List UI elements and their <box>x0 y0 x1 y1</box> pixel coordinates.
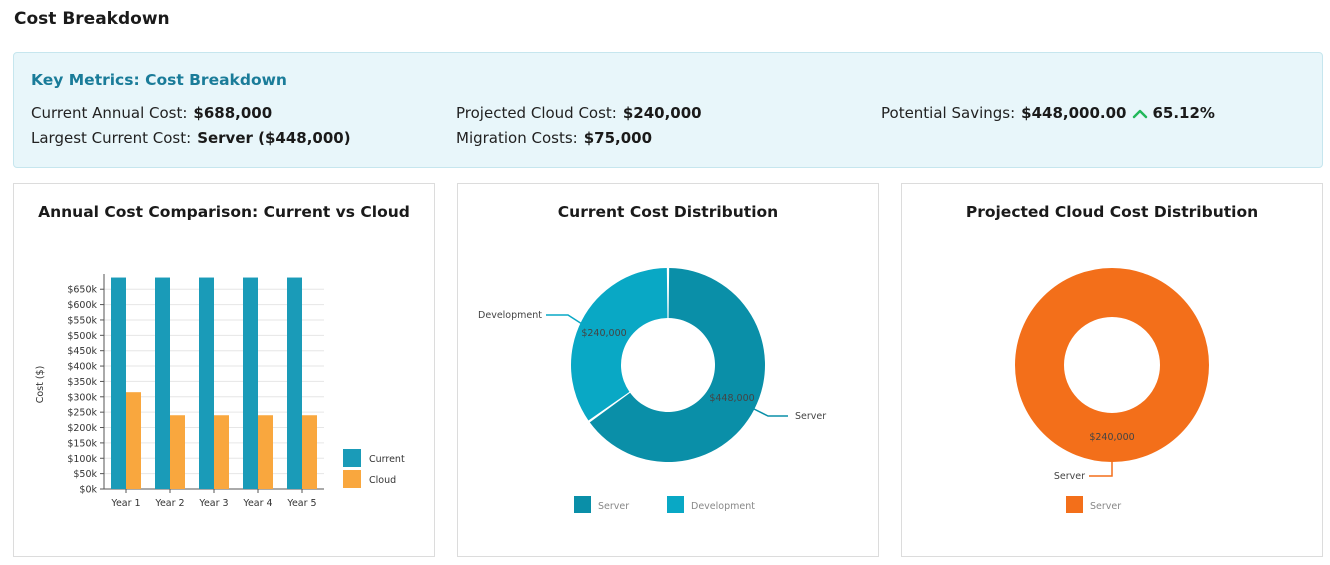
bar-cloud <box>170 415 185 489</box>
legend-swatch-cloud <box>343 470 361 488</box>
chart-title: Annual Cost Comparison: Current vs Cloud <box>38 203 410 221</box>
slice-value-label: $240,000 <box>1089 432 1134 443</box>
metric-label: Current Annual Cost: <box>31 104 188 122</box>
legend-label-server: Server <box>1090 501 1121 512</box>
page-title: Cost Breakdown <box>14 9 170 29</box>
legend-swatch-server <box>574 496 591 513</box>
x-tick-label: Year 3 <box>198 498 228 509</box>
y-tick-label: $400k <box>67 362 97 373</box>
bar-current <box>199 277 214 489</box>
projected-cloud-cost-card: Projected Cloud Cost Distribution $240,0… <box>901 183 1323 557</box>
legend-label-server: Server <box>598 501 629 512</box>
chart-title: Current Cost Distribution <box>557 203 779 221</box>
legend-label-development: Development <box>691 501 755 512</box>
cloud-donut-chart: $240,000 Server Server <box>1015 268 1209 513</box>
slice-development <box>571 268 668 421</box>
legend-swatch-current <box>343 449 361 467</box>
y-tick-label: $650k <box>67 285 97 296</box>
leader-line <box>753 408 788 417</box>
leader-line <box>1089 460 1113 477</box>
y-tick-label: $500k <box>67 331 97 342</box>
y-tick-label: $550k <box>67 315 97 326</box>
metric-migration-costs: Migration Costs: $75,000 <box>456 129 652 147</box>
legend-label-current: Current <box>369 454 405 465</box>
metric-value: Server ($448,000) <box>197 129 351 147</box>
metric-label: Migration Costs: <box>456 129 578 147</box>
bar-cloud <box>258 415 273 489</box>
bar-cloud <box>126 392 141 489</box>
current-donut-chart: $448,000 $240,000 Server Development Server D… <box>478 268 826 513</box>
y-tick-label: $450k <box>67 346 97 357</box>
y-tick-label: $200k <box>67 423 97 434</box>
metric-value: $448,000.00 <box>1021 104 1127 122</box>
y-tick-label: $100k <box>67 454 97 465</box>
slice-name-label: Development <box>478 310 542 321</box>
slice-value-label: $448,000 <box>709 393 754 404</box>
legend-swatch-server <box>1066 496 1083 513</box>
bar-cloud <box>302 415 317 489</box>
bar-current <box>287 277 302 489</box>
slice-name-label: Server <box>1054 471 1085 482</box>
bar-cloud <box>214 415 229 489</box>
x-tick-label: Year 1 <box>110 498 140 509</box>
chart-title: Projected Cloud Cost Distribution <box>965 203 1259 221</box>
x-tick-label: Year 4 <box>242 498 272 509</box>
metric-label: Largest Current Cost: <box>31 129 192 147</box>
y-tick-label: $350k <box>67 377 97 388</box>
key-metrics-panel: Key Metrics: Cost Breakdown Current Annu… <box>13 52 1323 168</box>
metric-percent: 65.12% <box>1152 104 1215 122</box>
current-cost-distribution-card: Current Cost Distribution $448,000 $240,0… <box>457 183 879 557</box>
metric-largest-current-cost: Largest Current Cost: Server ($448,000) <box>31 129 351 147</box>
slice-server <box>589 268 765 462</box>
metric-projected-cloud-cost: Projected Cloud Cost: $240,000 <box>456 104 702 122</box>
y-tick-label: $50k <box>73 469 97 480</box>
y-axis-label: Cost ($) <box>35 366 46 404</box>
y-tick-label: $150k <box>67 438 97 449</box>
metric-label: Projected Cloud Cost: <box>456 104 617 122</box>
legend-swatch-development <box>667 496 684 513</box>
slice-value-label: $240,000 <box>581 328 626 339</box>
bar-current <box>111 277 126 489</box>
y-tick-label: $300k <box>67 392 97 403</box>
y-tick-label: $600k <box>67 300 97 311</box>
bar-chart: $0k $50k $100k $150k $200k $250k $300k $350k $40… <box>35 274 405 509</box>
legend-label-cloud: Cloud <box>369 475 396 486</box>
metric-value: $75,000 <box>583 129 653 147</box>
metric-value: $688,000 <box>193 104 273 122</box>
y-tick-label: $0k <box>79 485 97 496</box>
x-tick-label: Year 5 <box>286 498 316 509</box>
slice-name-label: Server <box>795 411 826 422</box>
metric-label: Potential Savings: <box>881 104 1016 122</box>
leader-line <box>546 314 583 325</box>
annual-cost-comparison-card: Annual Cost Comparison: Current vs Cloud… <box>13 183 435 557</box>
key-metrics-title: Key Metrics: Cost Breakdown <box>31 71 287 89</box>
bar-current <box>243 277 258 489</box>
bar-current <box>155 277 170 489</box>
up-arrow-icon <box>1132 105 1148 123</box>
x-tick-label: Year 2 <box>154 498 184 509</box>
slice-server <box>1015 268 1209 462</box>
metric-value: $240,000 <box>622 104 702 122</box>
metric-potential-savings: Potential Savings: $448,000.00 65.12% <box>881 104 1215 123</box>
metric-current-annual-cost: Current Annual Cost: $688,000 <box>31 104 272 122</box>
y-tick-label: $250k <box>67 408 97 419</box>
